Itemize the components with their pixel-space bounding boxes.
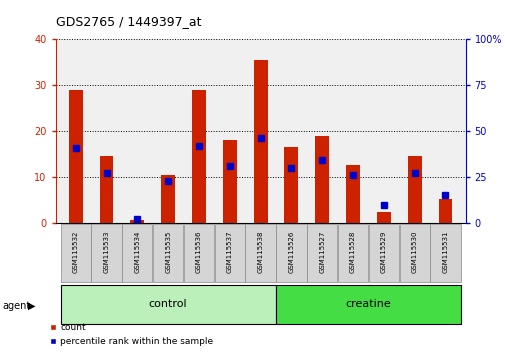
- Text: agent: agent: [3, 301, 31, 311]
- Text: ▶: ▶: [28, 301, 35, 311]
- Bar: [315, 136, 329, 223]
- Bar: [191, 90, 206, 223]
- Text: control: control: [148, 298, 187, 309]
- Bar: [69, 90, 82, 223]
- Text: GSM115534: GSM115534: [134, 231, 140, 273]
- Bar: [276, 224, 306, 282]
- Bar: [61, 224, 90, 282]
- Text: GDS2765 / 1449397_at: GDS2765 / 1449397_at: [56, 15, 201, 28]
- Text: GSM115529: GSM115529: [380, 231, 386, 273]
- Bar: [222, 140, 236, 223]
- Legend: count, percentile rank within the sample: count, percentile rank within the sample: [45, 320, 217, 349]
- Bar: [376, 212, 390, 223]
- Text: creatine: creatine: [345, 298, 390, 309]
- Bar: [407, 156, 421, 223]
- Bar: [99, 156, 113, 223]
- Bar: [430, 224, 460, 282]
- Bar: [161, 175, 175, 223]
- Bar: [399, 224, 429, 282]
- Text: GSM115526: GSM115526: [288, 231, 294, 273]
- Bar: [153, 224, 183, 282]
- Bar: [438, 199, 451, 223]
- Bar: [183, 224, 214, 282]
- Bar: [245, 224, 275, 282]
- Text: GSM115530: GSM115530: [411, 231, 417, 273]
- Text: GSM115531: GSM115531: [441, 231, 447, 273]
- Text: GSM115535: GSM115535: [165, 231, 171, 273]
- Bar: [345, 166, 359, 223]
- Text: GSM115528: GSM115528: [349, 231, 356, 273]
- Bar: [214, 224, 244, 282]
- Text: GSM115536: GSM115536: [195, 231, 201, 273]
- Text: GSM115538: GSM115538: [257, 231, 263, 273]
- Bar: [284, 147, 298, 223]
- Text: GSM115533: GSM115533: [104, 231, 109, 273]
- Bar: [253, 59, 267, 223]
- Bar: [61, 285, 275, 324]
- Bar: [276, 285, 460, 324]
- Bar: [91, 224, 121, 282]
- Text: GSM115527: GSM115527: [319, 231, 325, 273]
- Bar: [337, 224, 368, 282]
- Text: GSM115537: GSM115537: [226, 231, 232, 273]
- Bar: [122, 224, 152, 282]
- Text: GSM115532: GSM115532: [73, 231, 79, 273]
- Bar: [307, 224, 337, 282]
- Bar: [368, 224, 398, 282]
- Bar: [130, 220, 144, 223]
